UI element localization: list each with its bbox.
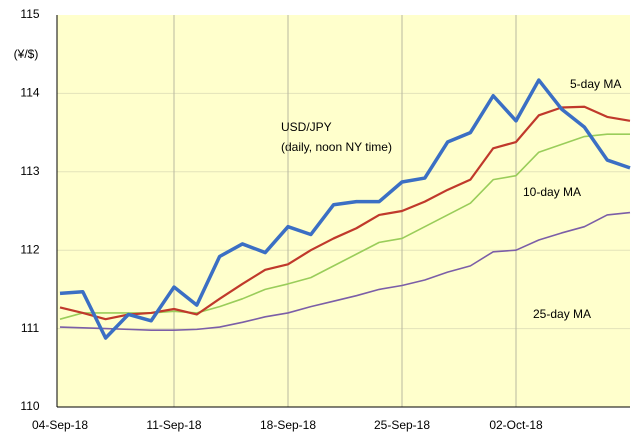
y-tick-label: 112 (20, 242, 39, 256)
x-tick-label: 02-Oct-18 (489, 418, 543, 432)
subtitle: (daily, noon NY time) (281, 140, 392, 154)
y-tick-label: 110 (20, 399, 39, 413)
y-tick-label: 114 (20, 86, 39, 100)
series-label: 10-day MA (523, 185, 581, 199)
x-tick-label: 25-Sep-18 (374, 418, 430, 432)
x-tick-label: 04-Sep-18 (32, 418, 88, 432)
line (59, 211, 631, 331)
y-tick-label: 113 (20, 164, 39, 178)
x-tick-label: 11-Sep-18 (146, 418, 201, 432)
plot-area (57, 15, 630, 407)
x-tick-label: 18-Sep-18 (260, 418, 316, 432)
y-tick-label: 111 (21, 321, 40, 335)
series-label: USD/JPY (281, 120, 332, 134)
series-label: 5-day MA (570, 77, 621, 91)
series-label: 25-day MA (533, 307, 591, 321)
line (59, 78, 631, 340)
y-axis-label: (¥/$) (14, 47, 39, 61)
y-tick-label: 115 (20, 7, 39, 21)
